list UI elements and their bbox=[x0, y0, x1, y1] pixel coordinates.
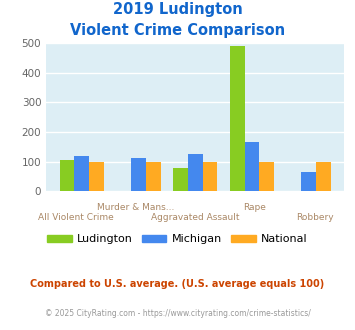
Text: Rape: Rape bbox=[244, 203, 266, 212]
Text: Compared to U.S. average. (U.S. average equals 100): Compared to U.S. average. (U.S. average … bbox=[31, 279, 324, 289]
Bar bbox=[245, 142, 260, 191]
Text: Murder & Mans...: Murder & Mans... bbox=[97, 203, 174, 212]
Text: © 2025 CityRating.com - https://www.cityrating.com/crime-statistics/: © 2025 CityRating.com - https://www.city… bbox=[45, 309, 310, 317]
Bar bbox=[188, 154, 203, 191]
Bar bbox=[301, 172, 316, 191]
Bar bbox=[89, 162, 104, 191]
Bar bbox=[203, 162, 217, 191]
Legend: Ludington, Michigan, National: Ludington, Michigan, National bbox=[43, 230, 312, 249]
Bar bbox=[131, 158, 146, 191]
Bar bbox=[230, 46, 245, 191]
Text: All Violent Crime: All Violent Crime bbox=[38, 213, 114, 222]
Text: Robbery: Robbery bbox=[296, 213, 333, 222]
Bar bbox=[173, 168, 188, 191]
Text: Aggravated Assault: Aggravated Assault bbox=[151, 213, 240, 222]
Bar bbox=[75, 156, 89, 191]
Bar bbox=[60, 160, 75, 191]
Bar bbox=[260, 162, 274, 191]
Bar bbox=[146, 162, 161, 191]
Bar bbox=[316, 162, 331, 191]
Text: 2019 Ludington: 2019 Ludington bbox=[113, 2, 242, 16]
Text: Violent Crime Comparison: Violent Crime Comparison bbox=[70, 23, 285, 38]
